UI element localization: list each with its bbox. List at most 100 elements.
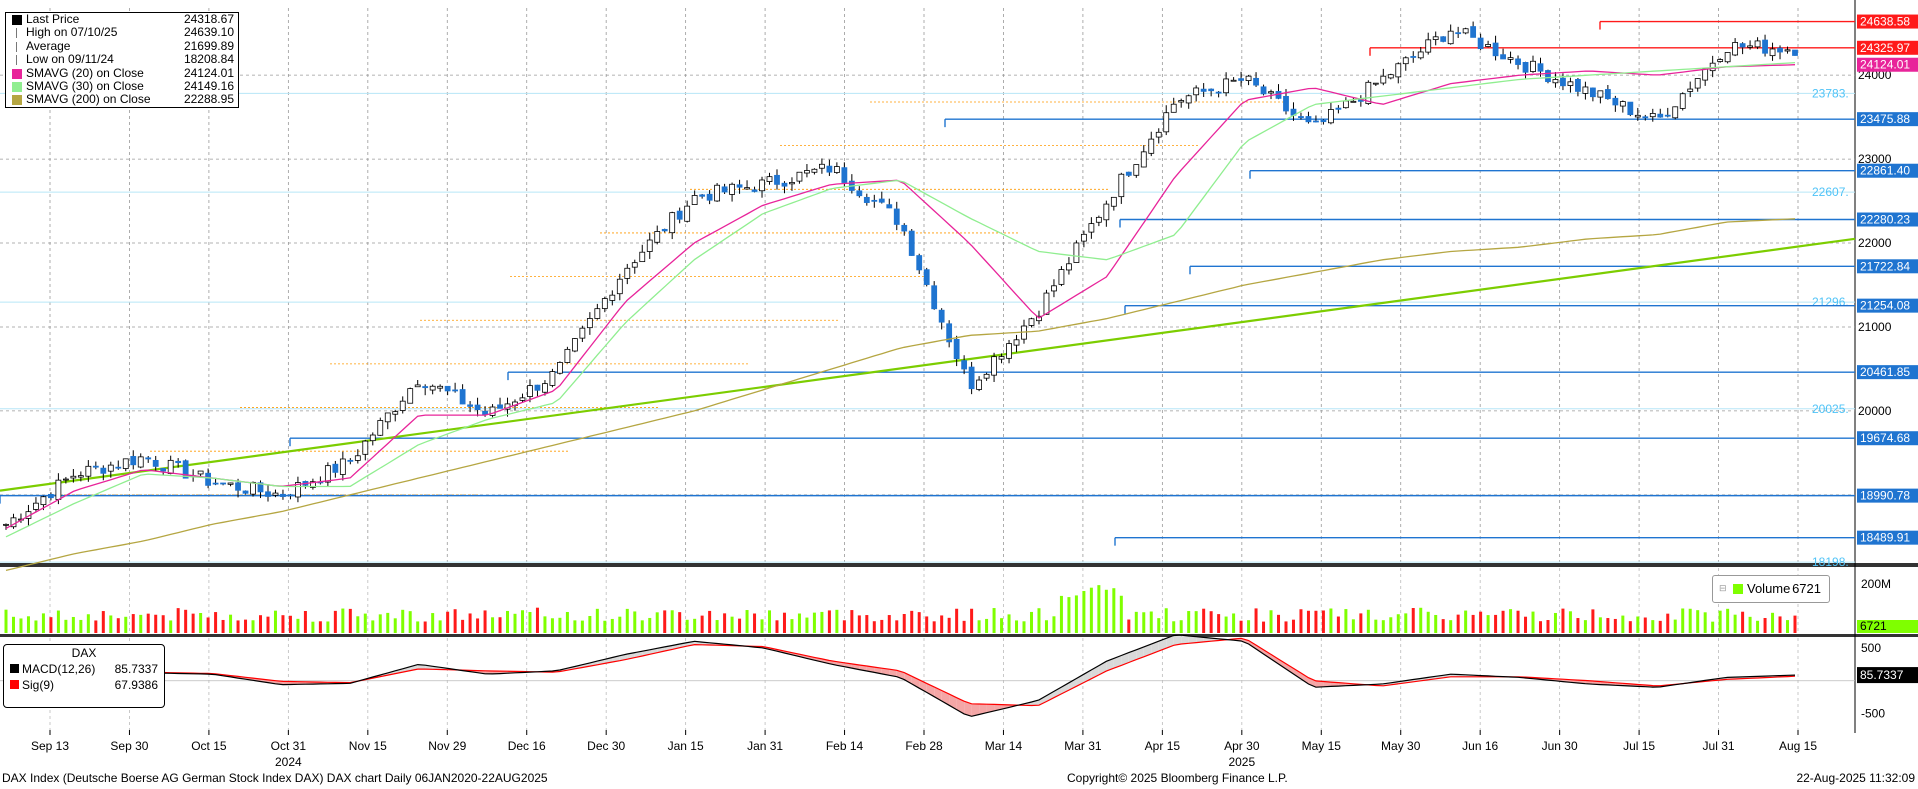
level-tag bbox=[1857, 530, 1918, 545]
candle-body bbox=[1754, 40, 1761, 48]
volume-bar bbox=[1187, 611, 1191, 633]
candle-body bbox=[1552, 79, 1559, 84]
volume-bar bbox=[1044, 620, 1048, 633]
x-tick-label: Oct 15 bbox=[191, 739, 227, 753]
volume-bar bbox=[1299, 609, 1303, 633]
legend-swatch bbox=[16, 41, 17, 52]
candle-body bbox=[1395, 63, 1402, 78]
candle-body bbox=[721, 186, 728, 193]
volume-bar bbox=[723, 613, 727, 633]
candle-body bbox=[1028, 318, 1035, 326]
candle-body bbox=[1425, 39, 1432, 53]
volume-bar bbox=[663, 610, 667, 633]
volume-bar bbox=[109, 615, 113, 633]
volume-bar bbox=[880, 619, 884, 633]
candle-body bbox=[287, 494, 294, 497]
candle-body bbox=[796, 171, 803, 182]
macd-label: MACD(12,26) bbox=[22, 662, 96, 676]
candle-body bbox=[3, 523, 9, 526]
volume-bar bbox=[955, 608, 959, 633]
volume-bar bbox=[1718, 610, 1722, 633]
volume-bar bbox=[363, 613, 367, 633]
volume-bar bbox=[573, 620, 577, 633]
macd-row: MACD(12,26) 85.7337 bbox=[4, 661, 164, 677]
signal-swatch bbox=[10, 680, 19, 689]
y-tick-label: 22000 bbox=[1858, 236, 1892, 250]
volume-bar bbox=[176, 608, 180, 633]
candle-body bbox=[33, 502, 39, 510]
legend-value: 24318.67 bbox=[183, 12, 234, 26]
candle-body bbox=[1185, 95, 1192, 104]
volume-bar bbox=[1561, 608, 1565, 633]
volume-bar bbox=[842, 620, 846, 633]
panel-separator bbox=[0, 634, 1918, 637]
candle-body bbox=[227, 482, 234, 485]
candle-body bbox=[579, 327, 586, 339]
candle-body bbox=[369, 434, 376, 442]
candle-body bbox=[1477, 37, 1484, 50]
volume-bar bbox=[1247, 620, 1251, 633]
candle-body bbox=[594, 308, 601, 319]
volume-bar bbox=[124, 616, 128, 633]
candle-body bbox=[1679, 93, 1686, 109]
volume-bar bbox=[827, 610, 831, 633]
volume-bar bbox=[453, 609, 457, 633]
candle-body bbox=[1567, 81, 1574, 86]
level-tag-text: 24638.58 bbox=[1860, 15, 1910, 29]
macd-fill bbox=[1196, 636, 1204, 643]
candle-body bbox=[1417, 51, 1424, 59]
candle-body bbox=[48, 493, 54, 499]
volume-bar bbox=[648, 617, 652, 633]
volume-bar bbox=[229, 614, 233, 633]
macd-fill bbox=[1128, 649, 1137, 663]
macd-fill bbox=[1106, 658, 1114, 672]
volume-swatch bbox=[1733, 584, 1743, 594]
volume-bar bbox=[1037, 608, 1041, 633]
candle-body bbox=[691, 195, 698, 205]
volume-bar bbox=[902, 614, 906, 633]
level-tag bbox=[1857, 298, 1918, 313]
candle-body bbox=[1619, 101, 1626, 107]
macd-fill bbox=[1241, 638, 1249, 644]
volume-bar bbox=[805, 617, 809, 633]
volume-bar bbox=[1029, 611, 1033, 633]
candle-body bbox=[107, 464, 114, 472]
legend-label: High on 07/10/25 bbox=[26, 25, 118, 40]
candle-body bbox=[295, 482, 301, 498]
volume-bar bbox=[520, 610, 524, 633]
candle-body bbox=[819, 163, 825, 169]
candle-body bbox=[557, 362, 563, 374]
volume-bar bbox=[610, 618, 614, 633]
candle-body bbox=[1118, 173, 1125, 198]
volume-bar bbox=[1658, 620, 1662, 633]
candle-body bbox=[1739, 43, 1746, 48]
volume-bar bbox=[401, 609, 405, 633]
volume-bar bbox=[1471, 614, 1475, 633]
candle-body bbox=[1485, 44, 1492, 47]
candle-body bbox=[92, 465, 99, 468]
x-tick-label: Aug 15 bbox=[1778, 739, 1818, 753]
volume-bar bbox=[820, 611, 824, 633]
x-tick-label: Jan 31 bbox=[747, 739, 784, 753]
volume-bar bbox=[191, 613, 195, 633]
candle-body bbox=[1215, 91, 1222, 94]
candle-body bbox=[1732, 42, 1739, 56]
volume-bar bbox=[1733, 614, 1737, 633]
candle-body bbox=[392, 411, 399, 415]
macd-fill bbox=[1061, 682, 1069, 694]
candle-body bbox=[1066, 263, 1072, 271]
level-tag bbox=[1857, 112, 1918, 127]
volume-bar bbox=[19, 618, 23, 633]
volume-bar bbox=[56, 610, 60, 633]
candle-body bbox=[467, 404, 473, 407]
legend-label: SMAVG (20) on Close bbox=[26, 65, 144, 80]
candle-body bbox=[1604, 89, 1611, 100]
legend-label: Average bbox=[26, 38, 71, 53]
level-tag bbox=[1857, 431, 1918, 446]
volume-bar bbox=[1291, 619, 1295, 633]
macd-title: DAX bbox=[71, 646, 97, 660]
candle-body bbox=[542, 383, 548, 393]
volume-bar bbox=[491, 617, 495, 633]
candle-body bbox=[938, 309, 945, 323]
